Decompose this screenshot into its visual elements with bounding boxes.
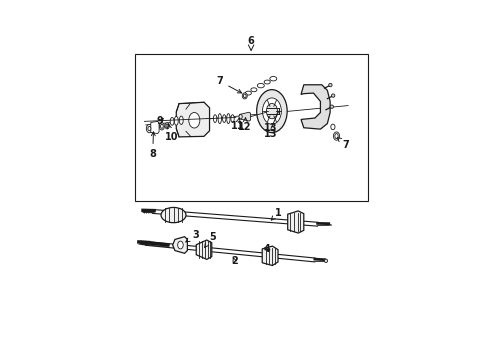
Bar xyxy=(135,54,368,201)
Ellipse shape xyxy=(264,80,270,84)
Text: 11: 11 xyxy=(230,118,244,131)
Ellipse shape xyxy=(222,115,226,122)
Text: 9: 9 xyxy=(157,116,164,126)
Ellipse shape xyxy=(174,116,178,125)
Text: 3: 3 xyxy=(186,230,199,242)
Ellipse shape xyxy=(242,93,247,99)
Ellipse shape xyxy=(159,123,164,130)
Circle shape xyxy=(332,94,335,97)
Circle shape xyxy=(324,259,328,262)
Ellipse shape xyxy=(189,112,200,128)
Ellipse shape xyxy=(239,114,242,119)
Text: 13: 13 xyxy=(264,117,278,133)
Ellipse shape xyxy=(245,91,251,95)
Polygon shape xyxy=(301,85,330,129)
Ellipse shape xyxy=(178,241,183,249)
Polygon shape xyxy=(172,237,187,253)
Text: 4: 4 xyxy=(264,244,270,254)
Ellipse shape xyxy=(251,88,257,92)
Polygon shape xyxy=(196,240,212,260)
Text: 6: 6 xyxy=(248,36,254,46)
Text: 7: 7 xyxy=(337,138,349,150)
Ellipse shape xyxy=(331,124,335,130)
Polygon shape xyxy=(176,102,210,137)
Text: 10: 10 xyxy=(165,125,179,141)
Ellipse shape xyxy=(244,94,246,98)
Ellipse shape xyxy=(334,132,340,140)
Polygon shape xyxy=(151,121,159,134)
Ellipse shape xyxy=(214,115,217,122)
Ellipse shape xyxy=(147,125,152,133)
Ellipse shape xyxy=(218,114,221,123)
Ellipse shape xyxy=(166,124,168,127)
Polygon shape xyxy=(262,246,278,266)
Ellipse shape xyxy=(231,115,234,122)
Text: 1: 1 xyxy=(271,208,282,220)
Ellipse shape xyxy=(335,134,338,139)
Text: 7: 7 xyxy=(217,76,242,93)
Ellipse shape xyxy=(179,116,183,125)
Ellipse shape xyxy=(257,90,287,132)
Ellipse shape xyxy=(257,84,264,88)
Circle shape xyxy=(329,84,332,87)
Ellipse shape xyxy=(170,117,174,125)
Text: 8: 8 xyxy=(149,132,156,159)
Text: 5: 5 xyxy=(205,232,216,247)
Ellipse shape xyxy=(270,76,277,81)
Text: 13: 13 xyxy=(264,129,278,139)
Ellipse shape xyxy=(148,126,151,131)
Circle shape xyxy=(330,105,334,108)
Text: 12: 12 xyxy=(238,118,252,132)
Text: 2: 2 xyxy=(231,256,238,266)
Polygon shape xyxy=(288,211,304,233)
Polygon shape xyxy=(240,112,250,121)
Ellipse shape xyxy=(161,207,186,223)
Ellipse shape xyxy=(227,114,230,123)
Ellipse shape xyxy=(267,103,277,119)
Ellipse shape xyxy=(263,98,281,124)
Ellipse shape xyxy=(161,125,163,128)
Ellipse shape xyxy=(165,123,170,129)
